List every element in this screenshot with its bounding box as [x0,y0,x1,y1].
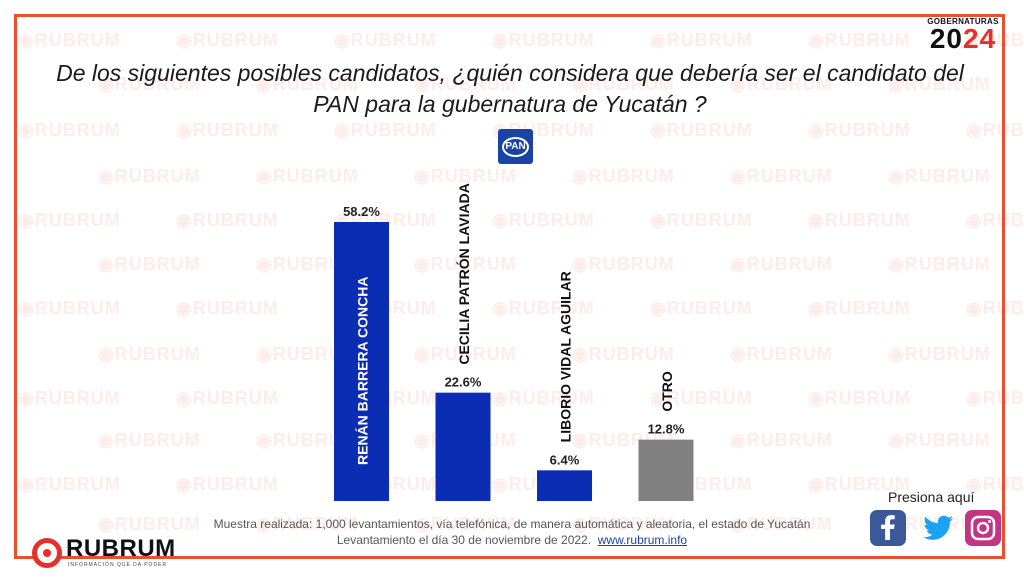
bar-3 [537,470,592,501]
value-label-1: 58.2% [343,204,380,219]
value-label-2: 22.6% [445,375,482,390]
category-label-2: CECILIA PATRÓN LAVIADA [455,183,472,364]
gobernaturas-badge: GOBERNATURAS 2024 [918,17,1008,54]
badge-year-a: 20 [929,23,963,54]
badge-label: GOBERNATURAS [927,17,999,26]
instagram-icon[interactable] [965,510,1001,546]
rubrum-logo-text: RUBRUM [66,535,176,562]
frame-border [14,14,1005,559]
bar-1 [334,222,389,501]
badge-year: 2024 [918,23,1008,54]
footnote: Muestra realizada: 1,000 levantamientos,… [150,516,874,548]
pan-logo-text: PAN [502,136,529,157]
footnote-line-2: Levantamiento el día 30 de noviembre de … [150,532,874,548]
bar-4 [638,439,694,501]
social-label: Presiona aquí [888,489,975,505]
badge-year-b: 24 [963,23,997,54]
pan-logo: PAN [498,129,533,164]
value-label-3: 6.4% [550,452,580,467]
chart-title: De los siguientes posibles candidatos, ¿… [56,60,964,117]
facebook-icon[interactable] [870,510,906,546]
footnote-date: Levantamiento el día 30 de noviembre de … [336,533,592,547]
category-label-3: LIBORIO VIDAL AGUILAR [558,271,574,442]
value-label-4: 12.8% [648,422,685,437]
category-label-4: OTRO [659,371,675,412]
rubrum-tagline: INFORMACIÓN QUE DA PODER [68,562,168,568]
footnote-line-1: Muestra realizada: 1,000 levantamientos,… [213,517,811,531]
category-label-1: RENÁN BARRERA CONCHA [355,277,371,465]
website-link[interactable]: www.rubrum.info [597,533,688,547]
twitter-icon[interactable] [920,510,956,546]
rubrum-logo-mark [32,538,62,568]
bar-2 [435,392,491,501]
